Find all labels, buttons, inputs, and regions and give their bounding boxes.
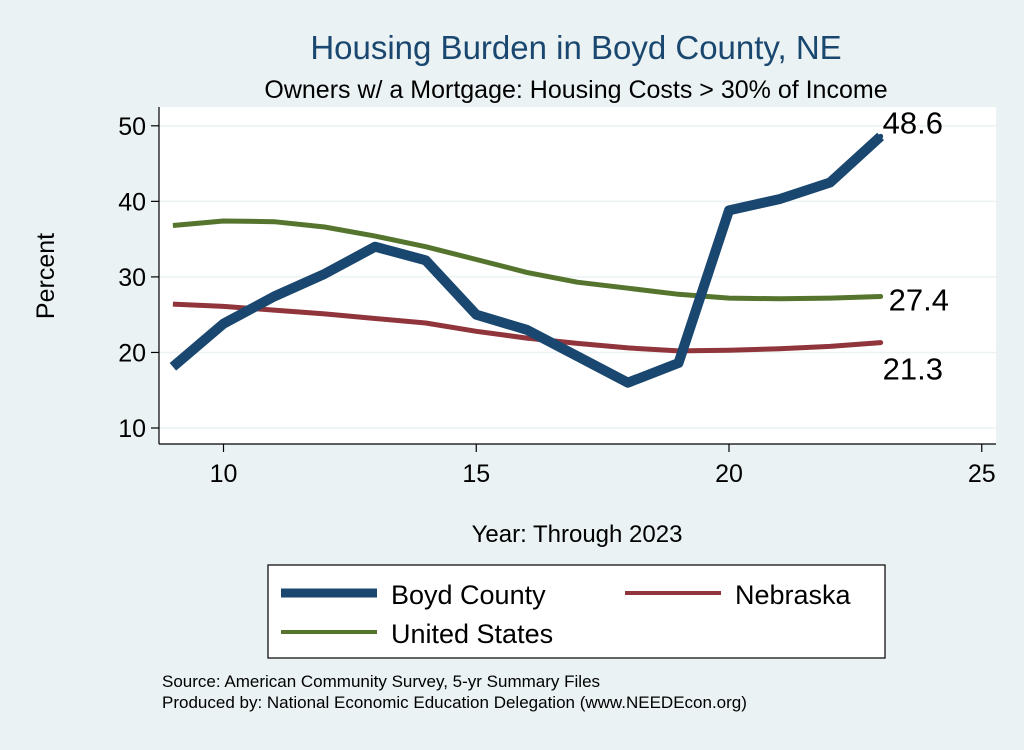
series-end-marker-united-states xyxy=(878,294,884,300)
y-tick-label-50: 50 xyxy=(118,113,146,141)
legend-label-nebraska: Nebraska xyxy=(735,580,852,610)
plot-area xyxy=(159,107,996,444)
series-end-marker-boyd-county xyxy=(878,133,884,139)
gridlines xyxy=(159,125,996,429)
x-tick-label-10: 10 xyxy=(210,460,238,488)
chart-title: Housing Burden in Boyd County, NE xyxy=(310,29,841,66)
end-label-united-states: 27.4 xyxy=(889,283,949,318)
axes: 10 20 30 40 50 10 15 20 25 xyxy=(118,107,996,488)
end-labels: 48.6 21.3 27.4 xyxy=(883,105,949,386)
y-tick-label-10: 10 xyxy=(118,415,146,443)
end-label-boyd-county: 48.6 xyxy=(883,105,943,140)
series-line-nebraska xyxy=(172,301,881,354)
y-tick-label-30: 30 xyxy=(118,264,146,292)
end-label-nebraska: 21.3 xyxy=(883,352,943,387)
y-axis-label: Percent xyxy=(32,233,60,319)
legend-label-united-states: United States xyxy=(391,619,553,649)
series-line-boyd-county xyxy=(169,132,884,388)
source-note: Source: American Community Survey, 5-yr … xyxy=(162,672,601,691)
x-tick-label-20: 20 xyxy=(715,460,743,488)
y-tick-label-20: 20 xyxy=(118,339,146,367)
producer-note: Produced by: National Economic Education… xyxy=(162,693,747,712)
series-end-marker-nebraska xyxy=(878,340,884,346)
series-line-united-states xyxy=(172,218,881,302)
x-tick-label-15: 15 xyxy=(462,460,490,488)
x-axis-label: Year: Through 2023 xyxy=(472,521,683,548)
series-lines xyxy=(169,132,884,388)
x-tick-label-25: 25 xyxy=(968,460,996,488)
legend-label-boyd-county: Boyd County xyxy=(391,580,546,610)
legend: Boyd County Nebraska United States xyxy=(267,564,886,659)
legend-box xyxy=(267,564,886,659)
y-tick-label-40: 40 xyxy=(118,188,146,216)
chart-subtitle: Owners w/ a Mortgage: Housing Costs > 30… xyxy=(264,76,887,104)
